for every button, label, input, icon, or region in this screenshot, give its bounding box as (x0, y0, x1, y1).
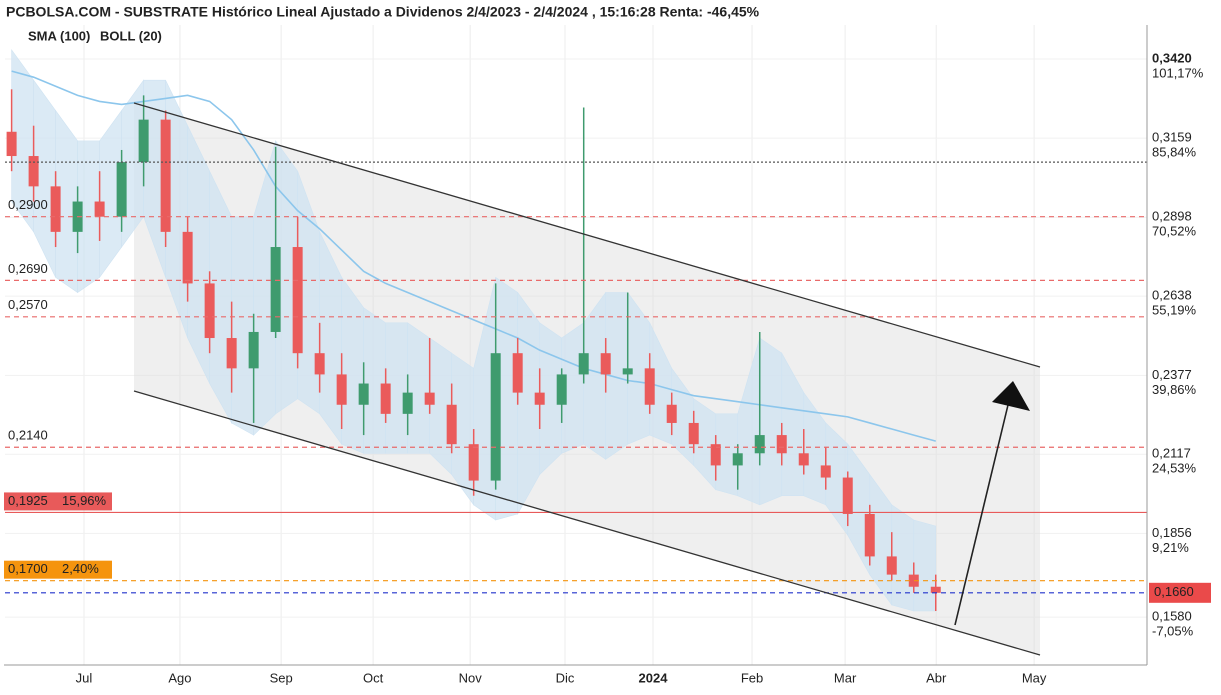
candle-body (446, 404, 457, 445)
legend-sma: SMA (100) (28, 28, 90, 43)
x-tick-label: Nov (459, 670, 483, 685)
candle-body (270, 247, 281, 332)
x-tick-label: Dic (556, 670, 575, 685)
y-tick-percent: 39,86% (1152, 382, 1197, 397)
candle-body (864, 513, 875, 557)
y-tick-label: 0,1580 (1152, 609, 1192, 624)
y-tick-percent: -7,05% (1152, 624, 1194, 639)
candle-body (182, 231, 193, 284)
candle-body (226, 338, 237, 369)
candle-body (732, 453, 743, 466)
candle-body (424, 392, 435, 405)
level-label: 0,2900 (8, 197, 48, 212)
candle-body (798, 453, 809, 466)
marks (5, 48, 1147, 612)
candle-body (578, 353, 589, 375)
candle-body (886, 556, 897, 575)
candle-body (490, 353, 501, 481)
candle-body (600, 353, 611, 375)
bollinger-band (231, 216, 254, 436)
candle-body (556, 374, 567, 405)
arrow-shaft (954, 404, 1009, 626)
y-tick-label: 0,2898 (1152, 209, 1192, 224)
level-label: 0,2140 (8, 428, 48, 443)
price-label: 0,1660 (1154, 584, 1194, 599)
candle-body (380, 383, 391, 414)
candle-body (930, 586, 941, 593)
y-tick-percent: 85,84% (1152, 145, 1197, 160)
level-box (4, 560, 112, 579)
x-tick-label: Abr (926, 670, 947, 685)
candle-body (28, 156, 39, 187)
level-label: 0,2690 (8, 261, 48, 276)
x-tick-label: May (1022, 670, 1047, 685)
bollinger-band (913, 519, 937, 612)
bollinger-band (759, 337, 783, 506)
y-tick-label: 0,1856 (1152, 525, 1192, 540)
level-percent: 2,40% (62, 561, 99, 576)
candle-body (138, 119, 149, 163)
x-tick-label: Oct (363, 670, 384, 685)
candle-body (402, 392, 413, 414)
candle-body (754, 435, 765, 454)
candle-body (292, 247, 303, 354)
candle-body (116, 162, 127, 217)
candle-body (534, 392, 545, 405)
bollinger-band (407, 322, 430, 454)
y-tick-label: 0,2117 (1152, 446, 1191, 461)
arrow-head (992, 381, 1030, 411)
candle-body (688, 422, 699, 445)
candle-body (842, 477, 853, 514)
y-tick-percent: 101,17% (1152, 65, 1204, 80)
candle-body (666, 404, 677, 423)
candle-body (314, 353, 325, 375)
y-tick-percent: 55,19% (1152, 303, 1197, 318)
candle-body (908, 574, 919, 587)
y-tick-percent: 9,21% (1152, 540, 1189, 555)
x-tick-label: Feb (741, 670, 763, 685)
candle-body (50, 186, 61, 232)
x-tick-label: Mar (834, 670, 857, 685)
bollinger-band (363, 307, 386, 454)
level-label: 0,1925 (8, 493, 48, 508)
channel-lower-line (133, 390, 1041, 656)
x-tick-label: 2024 (639, 670, 669, 685)
level-label: 0,1700 (8, 561, 48, 576)
y-tick-percent: 70,52% (1152, 224, 1197, 239)
candle-body (710, 444, 721, 466)
candle-body (776, 435, 787, 454)
candle-body (160, 119, 171, 232)
bollinger-band (341, 276, 364, 454)
candle-body (644, 368, 655, 405)
candle-body (94, 201, 105, 217)
labels: Jul Ago Sep Oct Nov Dic 2024 Feb Mar Abr May 0,3420… (4, 28, 1211, 685)
level-box (4, 492, 112, 511)
chart-title: PCBOLSA.COM - SUBSTRATE Histórico Lineal… (6, 4, 760, 20)
x-tick-label: Ago (168, 670, 191, 685)
legend-bollinger: BOLL (20) (100, 28, 162, 43)
candle-body (820, 465, 831, 478)
candle-body (204, 283, 215, 339)
y-tick-label: 0,3159 (1152, 130, 1192, 145)
candle-body (336, 374, 347, 405)
y-tick-percent: 24,53% (1152, 461, 1197, 476)
candle-body (468, 444, 479, 481)
candle-body (248, 331, 259, 369)
candle-body (6, 131, 17, 157)
sma-line (11, 70, 936, 442)
x-tick-label: Jul (76, 670, 93, 685)
y-tick-label: 0,3420 (1152, 50, 1192, 65)
candle-body (622, 368, 633, 375)
y-tick-label: 0,2638 (1152, 288, 1192, 303)
candle-body (358, 383, 369, 405)
price-box (1149, 582, 1211, 603)
level-label: 0,2570 (8, 297, 48, 312)
x-tick-label: Sep (270, 670, 293, 685)
y-tick-label: 0,2377 (1152, 367, 1192, 382)
level-percent: 15,96% (62, 493, 107, 508)
candle-body (512, 353, 523, 393)
channel-upper-line (133, 102, 1041, 368)
